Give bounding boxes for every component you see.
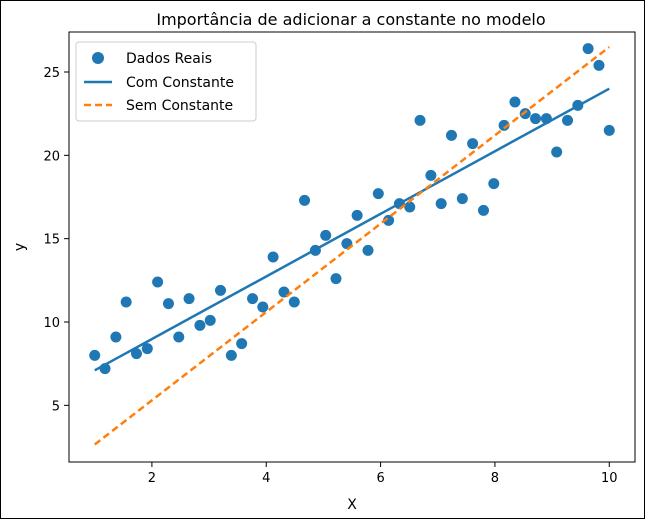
data-point (257, 301, 269, 313)
y-tick-label: 5 (52, 399, 60, 414)
data-point (603, 124, 615, 136)
data-point (225, 349, 237, 361)
data-point (215, 284, 227, 296)
data-point (173, 331, 185, 343)
x-tick-label: 8 (491, 471, 499, 486)
y-axis-label: y (12, 243, 28, 251)
data-point (362, 244, 374, 256)
data-point (519, 108, 531, 120)
legend-label-without-constant: Sem Constante (126, 98, 233, 114)
data-point (562, 114, 574, 126)
data-point (456, 193, 468, 205)
data-point (435, 198, 447, 210)
x-tick-label: 4 (262, 471, 270, 486)
line-with-constant (94, 87, 610, 372)
x-tick-label: 10 (601, 471, 618, 486)
data-point (236, 338, 248, 350)
data-point (204, 314, 216, 326)
data-point (530, 113, 542, 125)
data-point (141, 343, 153, 355)
data-point (425, 169, 437, 181)
data-point (498, 119, 510, 131)
data-point (477, 204, 489, 216)
x-axis-ticks: 2 4 6 8 10 (148, 462, 618, 486)
data-point (183, 293, 195, 305)
data-point (383, 214, 395, 226)
data-point (120, 296, 132, 308)
x-tick-label: 2 (148, 471, 156, 486)
legend-label-with-constant: Com Constante (126, 75, 234, 91)
line-without-constant (93, 46, 611, 446)
y-axis-ticks: 5 10 15 20 25 (43, 66, 69, 414)
data-point (593, 59, 605, 71)
data-point (320, 229, 332, 241)
data-point (372, 188, 384, 200)
chart-title: Importância de adicionar a constante no … (156, 10, 545, 29)
data-point (288, 296, 300, 308)
data-point (247, 293, 259, 305)
data-point (130, 348, 142, 360)
data-point (414, 114, 426, 126)
data-point (445, 129, 457, 141)
legend: Dados Reais Com Constante Sem Constante (75, 41, 257, 122)
plot-marks (89, 43, 615, 446)
x-tick-label: 6 (376, 471, 384, 486)
data-point (404, 201, 416, 213)
data-point (162, 298, 174, 310)
data-point (110, 331, 122, 343)
data-point (299, 194, 311, 206)
legend-box (75, 41, 257, 122)
data-point (330, 273, 342, 285)
data-point (152, 276, 164, 288)
data-point (509, 96, 521, 108)
data-point (194, 319, 206, 331)
legend-label-points: Dados Reais (126, 51, 212, 67)
data-point (551, 146, 563, 158)
data-point (582, 43, 594, 55)
data-point (89, 349, 101, 361)
y-tick-label: 10 (43, 316, 60, 331)
y-tick-label: 25 (43, 66, 60, 81)
data-point (488, 178, 500, 190)
x-axis-label: X (347, 497, 357, 513)
y-tick-label: 15 (43, 233, 60, 248)
data-point (467, 138, 479, 150)
data-point (351, 209, 363, 221)
legend-marker-points (92, 52, 104, 64)
data-point (267, 251, 279, 263)
y-tick-label: 20 (43, 149, 60, 164)
